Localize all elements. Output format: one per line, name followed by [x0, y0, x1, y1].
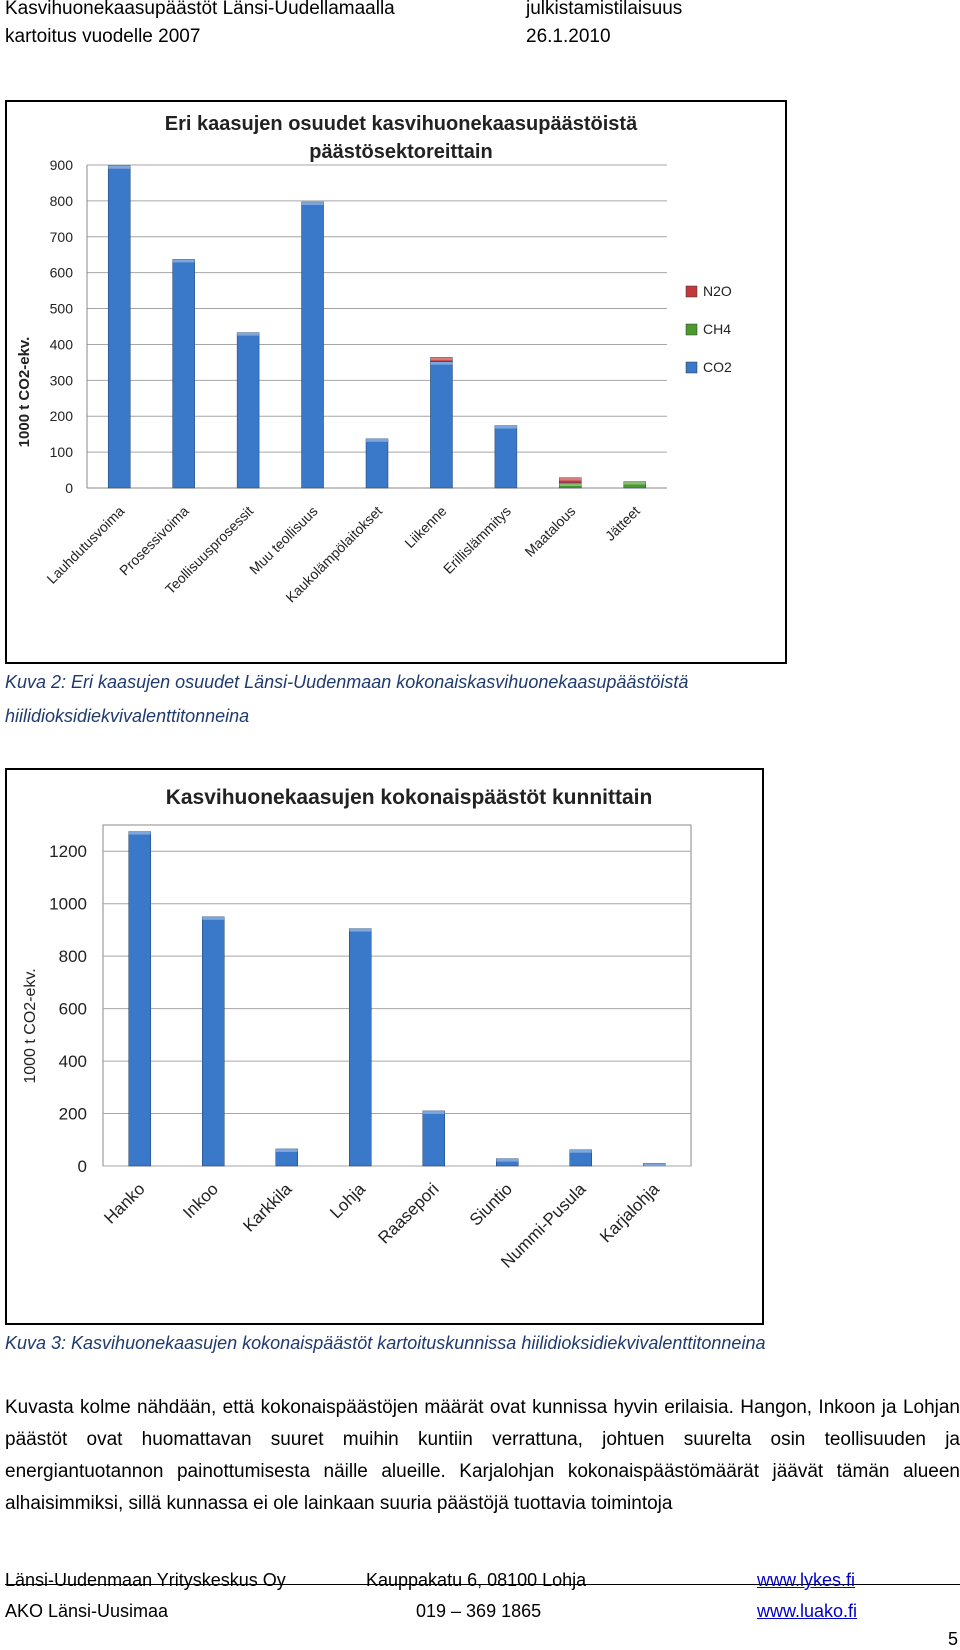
footer-org2: AKO Länsi-Uusimaa	[5, 1601, 169, 1621]
page-number: 5	[948, 1629, 959, 1649]
doc-title-line2: kartoitus vuodelle 2007	[5, 26, 201, 47]
bar-highlight	[559, 477, 582, 481]
bar-co2-erillisl-mmitys	[494, 425, 518, 489]
bar-karkkila	[275, 1148, 298, 1167]
x-tick-label: Inkoo	[179, 1179, 222, 1222]
bar-inkoo	[202, 916, 225, 1167]
bar-highlight	[494, 425, 517, 429]
bar-karjalohja	[643, 1163, 666, 1167]
footer-phone: 019 – 369 1865	[416, 1601, 542, 1621]
bar-lohja	[349, 928, 372, 1167]
bar-highlight	[623, 481, 646, 485]
bar-co2-liikenne	[430, 361, 453, 489]
figure-caption-2-line1: Kuva 2: Eri kaasujen osuudet Länsi-Uuden…	[5, 672, 689, 692]
chart-municipal-emissions-svg: Kasvihuonekaasujen kokonaispäästöt kunni…	[22, 786, 692, 1272]
bar-highlight	[422, 1110, 445, 1114]
bar-n2o-maatalous	[559, 477, 582, 484]
y-tick-label: 400	[50, 336, 74, 352]
figure-caption-3: Kuva 3: Kasvihuonekaasujen kokonaispääst…	[5, 1333, 766, 1353]
bar-highlight	[172, 259, 195, 263]
chart-title: Kasvihuonekaasujen kokonaispäästöt kunni…	[166, 786, 653, 809]
bar-highlight	[430, 361, 453, 365]
bar-highlight	[496, 1158, 519, 1162]
x-tick-label: Lohja	[326, 1179, 369, 1222]
bar-nummi-pusula	[569, 1149, 592, 1167]
legend-swatch-co2	[685, 361, 698, 374]
y-tick-label: 700	[50, 229, 74, 245]
bar-highlight	[202, 916, 225, 920]
x-tick-label: Liikenne	[401, 503, 449, 551]
doc-status: julkistamistilaisuus	[526, 0, 683, 19]
footer-link-lykes[interactable]: www.lykes.fi	[757, 1570, 856, 1590]
y-tick-label: 400	[59, 1052, 87, 1071]
y-tick-label: 0	[78, 1157, 87, 1176]
bar-highlight	[275, 1148, 298, 1152]
x-tick-label: Raasepori	[374, 1179, 442, 1247]
footer-address: Kauppakatu 6, 08100 Lohja	[366, 1570, 587, 1590]
y-tick-label: 200	[50, 408, 74, 424]
footer-link-luako[interactable]: www.luako.fi	[757, 1601, 858, 1621]
bar-highlight	[643, 1163, 666, 1167]
doc-date: 26.1.2010	[526, 26, 611, 47]
x-tick-label: Karjalohja	[596, 1179, 663, 1246]
bar-highlight	[108, 165, 131, 169]
x-tick-label: Lauhdutusvoima	[43, 503, 127, 587]
x-tick-label: Maatalous	[521, 503, 578, 560]
footer-org1: Länsi-Uudenmaan Yrityskeskus Oy	[5, 1570, 286, 1590]
y-tick-label: 800	[50, 193, 74, 209]
bar-hanko	[128, 831, 151, 1167]
chart-title-line2: päästösektoreittain	[309, 141, 492, 163]
legend-label-co2: CO2	[703, 359, 732, 375]
plot-area	[102, 824, 692, 1167]
bar-highlight	[237, 332, 260, 336]
y-tick-label: 300	[50, 372, 74, 388]
legend-label-ch4: CH4	[703, 321, 731, 337]
y-tick-label: 1200	[49, 842, 87, 861]
y-tick-label: 1000	[49, 895, 87, 914]
legend-label-n2o: N2O	[703, 283, 732, 299]
y-tick-label: 100	[50, 444, 74, 460]
x-tick-label: Erillislämmitys	[440, 503, 514, 577]
bar-highlight	[366, 438, 388, 442]
figure-caption-2-line2: hiilidioksidiekvivalenttitonneina	[5, 706, 250, 726]
y-tick-label: 200	[59, 1105, 87, 1124]
y-axis-label: 1000 t CO2-ekv.	[22, 968, 39, 1083]
chart-sector-emissions: Eri kaasujen osuudet kasvihuonekaasupääs…	[5, 100, 787, 664]
y-axis-label: 1000 t CO2-ekv.	[16, 337, 33, 448]
bar-highlight	[569, 1149, 592, 1153]
bar-highlight	[430, 357, 453, 361]
doc-title-line1: Kasvihuonekaasupäästöt Länsi-Uudellamaal…	[5, 0, 395, 19]
bar-co2-muu-teollisuus	[301, 201, 324, 489]
x-tick-label: Hanko	[100, 1179, 148, 1227]
y-tick-label: 500	[50, 301, 74, 317]
bar-co2-teollisuusprosessit	[236, 332, 260, 489]
bar-n2o-liikenne	[430, 357, 453, 362]
body-paragraph: Kuvasta kolme nähdään, että kokonaispääs…	[5, 1397, 960, 1514]
footer-divider	[5, 1584, 960, 1585]
legend-swatch-n2o	[685, 285, 698, 298]
y-tick-label: 600	[59, 1000, 87, 1019]
bar-highlight	[349, 928, 372, 932]
bar-co2-prosessivoima	[172, 259, 195, 489]
bar-co2-lauhdutusvoima	[107, 165, 131, 489]
bar-highlight	[128, 831, 151, 835]
chart-sector-emissions-svg: Eri kaasujen osuudet kasvihuonekaasupääs…	[16, 113, 732, 605]
x-tick-label: Jätteet	[602, 503, 643, 544]
bar-siuntio	[496, 1158, 519, 1167]
legend-swatch-ch4	[685, 323, 698, 336]
y-tick-label: 800	[59, 947, 87, 966]
bar-co2-kaukol-mp-laitokset	[365, 438, 389, 489]
bar-highlight	[301, 201, 324, 205]
chart-municipal-emissions: Kasvihuonekaasujen kokonaispäästöt kunni…	[5, 768, 764, 1325]
chart-title-line1: Eri kaasujen osuudet kasvihuonekaasupääs…	[165, 113, 638, 135]
bar-highlight	[559, 482, 582, 486]
y-tick-label: 600	[50, 265, 74, 281]
x-tick-label: Siuntio	[466, 1179, 516, 1229]
y-tick-label: 0	[65, 480, 73, 496]
x-tick-label: Karkkila	[239, 1179, 296, 1236]
bar-ch4-j-tteet	[623, 481, 647, 489]
bar-raasepori	[422, 1110, 445, 1167]
y-tick-label: 900	[50, 157, 74, 173]
